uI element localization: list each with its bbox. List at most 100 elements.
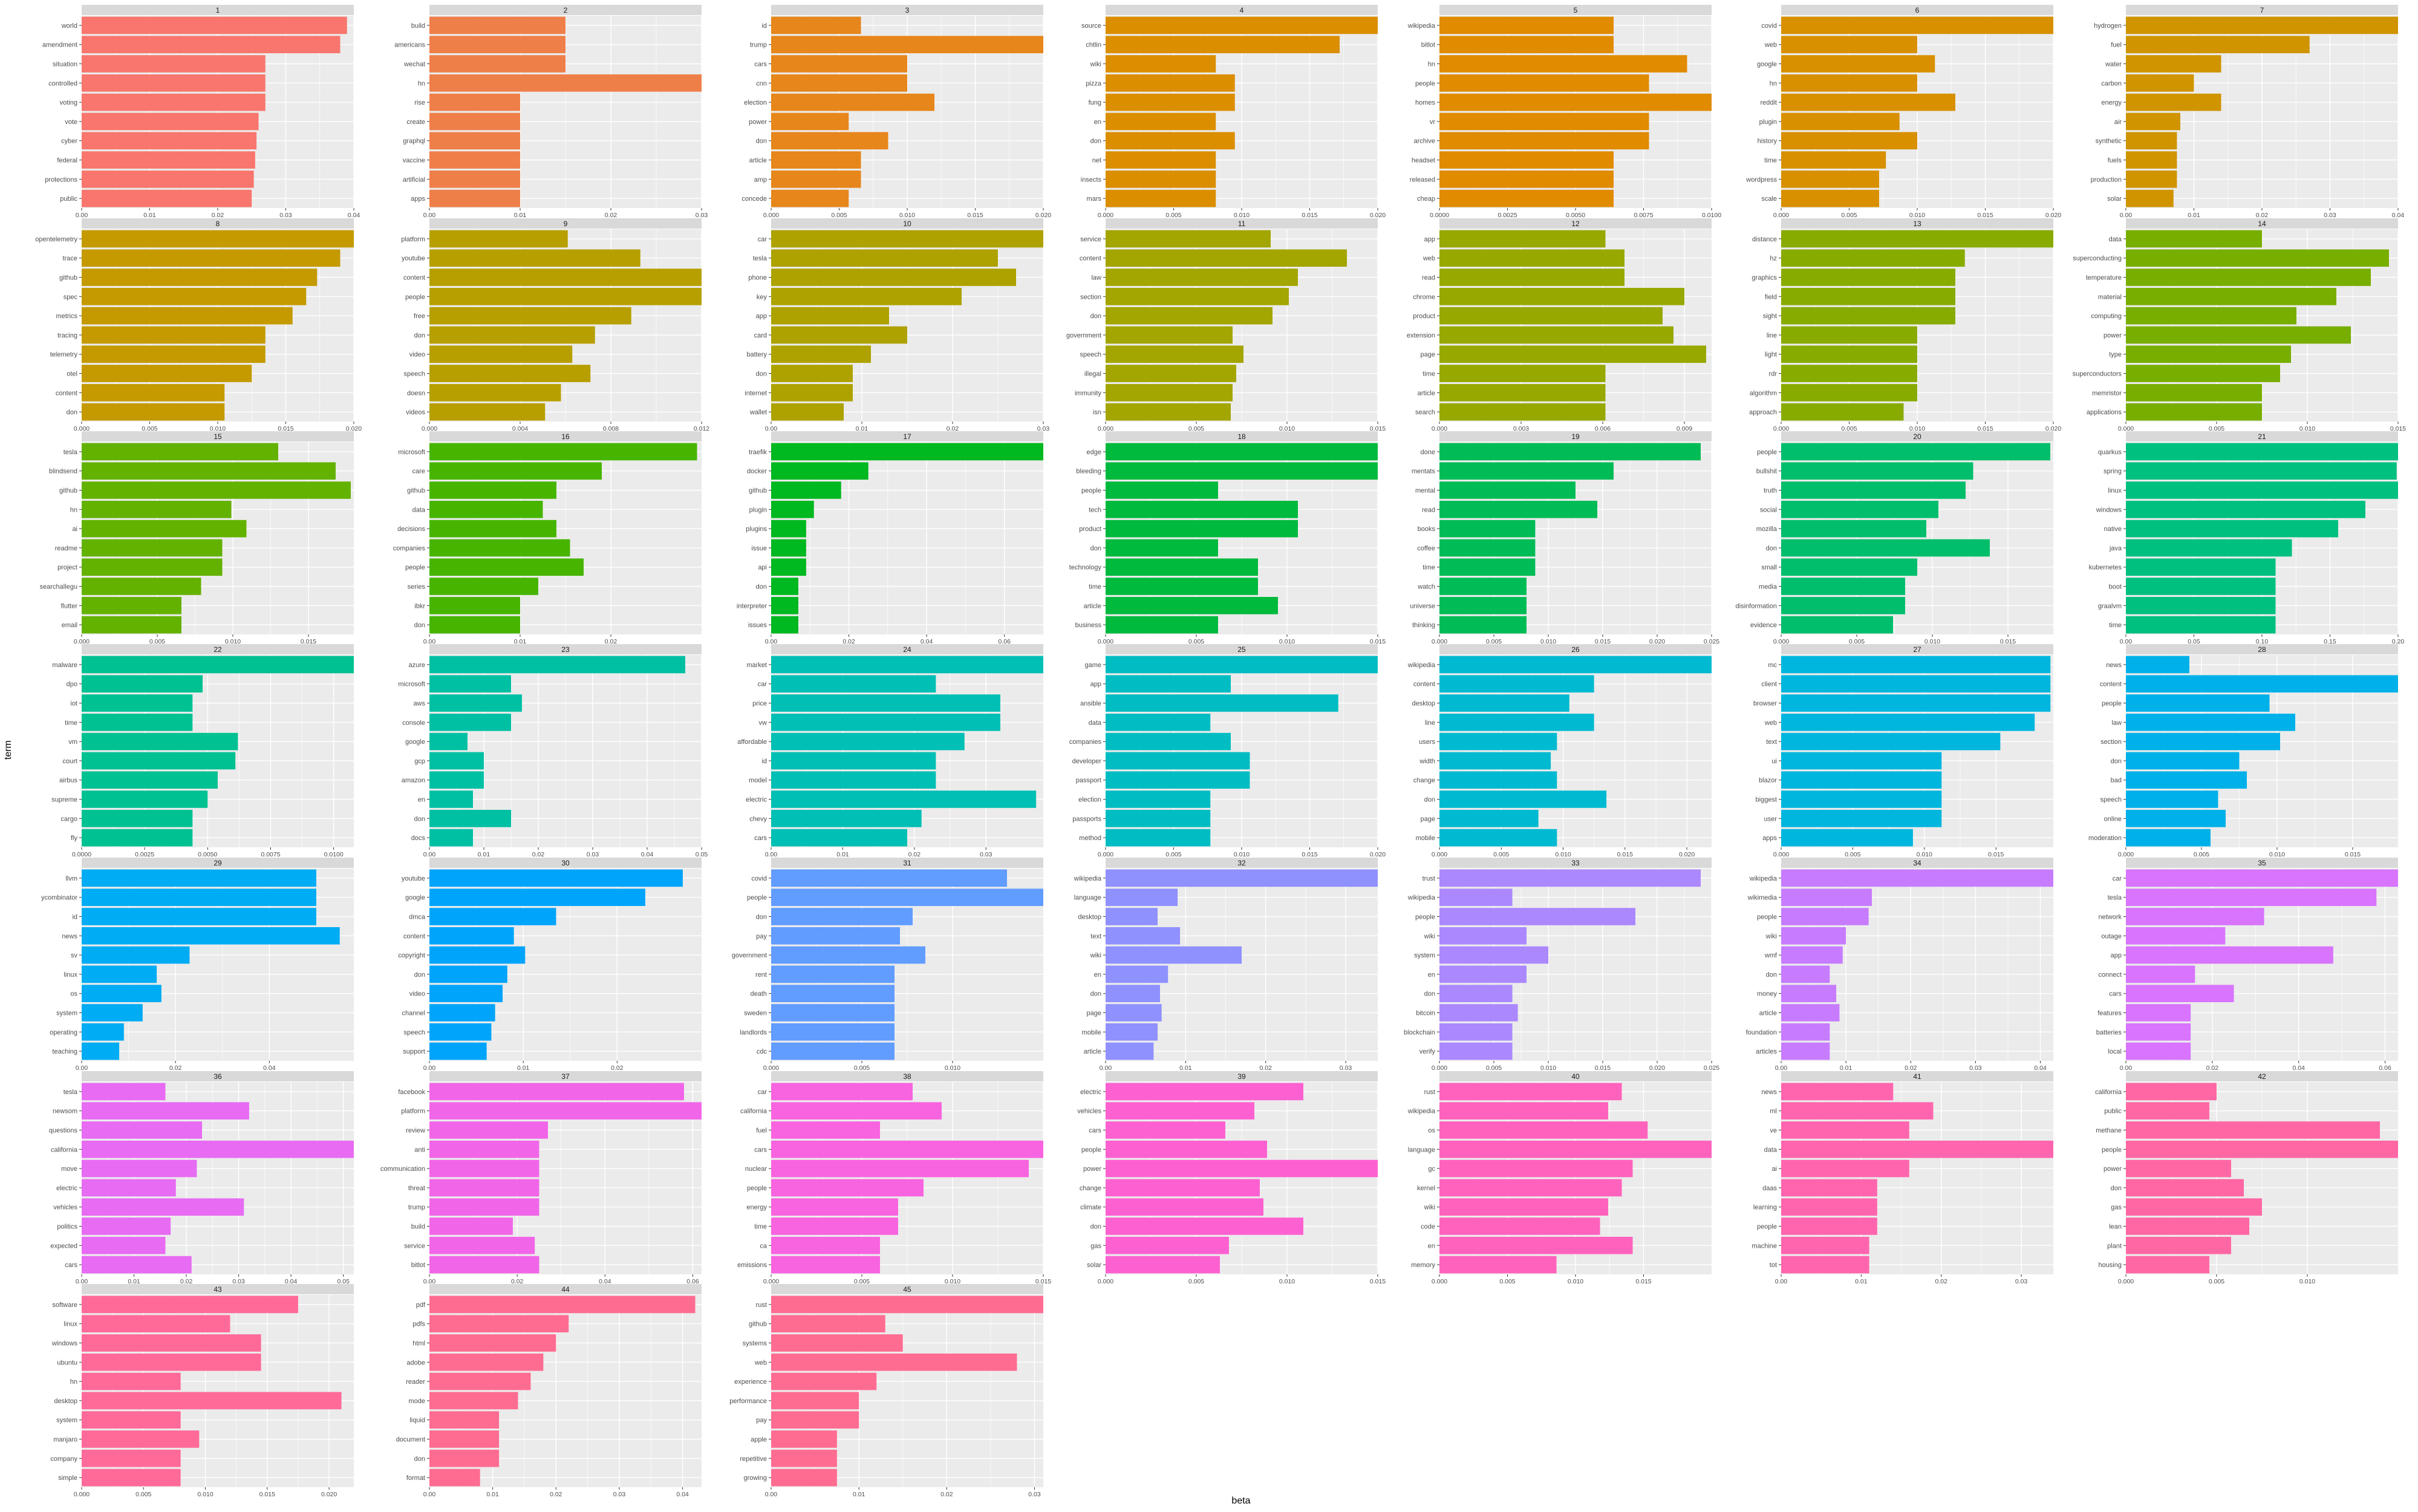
x-tick-label: 0.010	[1909, 425, 1925, 432]
term-label: mc	[1768, 662, 1777, 669]
bar-method	[1106, 829, 1211, 847]
x-tick-label: 0.015	[1635, 1278, 1651, 1285]
bar-github	[771, 1315, 885, 1333]
x-tick-label: 0.00	[765, 851, 778, 858]
term-label: content	[403, 933, 425, 940]
bar-ycombinator	[82, 888, 316, 907]
term-label: en	[1428, 971, 1435, 979]
bar-chrome	[1439, 287, 1684, 305]
facet-strip	[1439, 1071, 1712, 1081]
term-label: electric	[1080, 1089, 1101, 1096]
bar-docs	[429, 829, 473, 847]
term-label: vw	[759, 719, 767, 726]
x-tick-label: 0.015	[1370, 1278, 1386, 1285]
term-label: people	[405, 293, 425, 301]
facet-panel-40: 40 rust wikipedia os language gc kernel wiki cod…	[1407, 1071, 1712, 1285]
facet-strip	[771, 644, 1043, 654]
bar-move	[82, 1159, 197, 1178]
term-label: content	[1080, 255, 1101, 262]
term-label: gcp	[414, 758, 425, 765]
bar-hn	[82, 500, 232, 518]
x-tick-label: 0.000	[74, 1491, 90, 1498]
term-label: computing	[2091, 313, 2122, 320]
facet-strip	[1781, 1071, 2053, 1081]
bar-pizza	[1106, 74, 1235, 92]
term-label: california	[2095, 1089, 2122, 1096]
term-label: service	[404, 1242, 425, 1250]
bar-gas	[1106, 1236, 1229, 1254]
bar-watch	[1439, 578, 1527, 595]
term-label: superconductors	[2073, 371, 2122, 378]
bar-system	[1439, 946, 1548, 964]
x-tick-label: 0.00	[1775, 1064, 1788, 1072]
bar-wechat	[429, 55, 565, 73]
x-tick-label: 0.025	[1704, 638, 1719, 645]
facet-strip	[429, 431, 702, 442]
term-label: batteries	[2096, 1029, 2122, 1036]
bar-youtube	[429, 249, 640, 267]
x-tick-label: 0.000	[1098, 212, 1113, 219]
bar-microsoft	[429, 675, 511, 693]
facet-panel-24: 24 market car price vw affordable id model elect…	[737, 644, 1043, 858]
x-tick-label: 0.015	[1595, 638, 1611, 645]
bar-bad	[2126, 771, 2247, 789]
bar-energy	[2126, 93, 2221, 111]
term-label: vote	[65, 119, 77, 126]
x-tick-label: 0.01	[836, 851, 849, 858]
term-label: time	[65, 719, 77, 726]
term-label: google	[405, 738, 425, 746]
bar-interpreter	[771, 596, 798, 614]
facet-panel-3: 3 id trump cars cnn election power don article am…	[741, 5, 1051, 219]
term-label: azure	[408, 662, 425, 669]
bar-docker	[771, 462, 868, 480]
facet-strip	[1106, 5, 1378, 15]
bar-repetitive	[771, 1449, 837, 1467]
term-label: en	[1094, 971, 1101, 979]
x-tick-label: 0.000	[74, 425, 90, 432]
term-label: energy	[746, 1204, 767, 1211]
x-tick-label: 0.00	[423, 638, 436, 645]
term-label: politics	[57, 1224, 77, 1231]
term-label: don	[756, 138, 767, 145]
x-tick-label: 0.0075	[261, 851, 280, 858]
facet-strip	[1106, 218, 1378, 229]
facet-strip-label: 9	[564, 220, 568, 228]
term-label: local	[2108, 1048, 2122, 1055]
bar-wordpress	[1781, 170, 1879, 188]
bar-metrics	[82, 307, 293, 325]
bar-github	[429, 481, 556, 499]
bar-performance	[771, 1392, 859, 1410]
bar-simple	[82, 1468, 181, 1487]
term-label: line	[1767, 332, 1777, 339]
term-label: bullshit	[1756, 468, 1777, 475]
term-label: protections	[45, 176, 77, 183]
term-label: pay	[756, 1417, 767, 1424]
term-label: wordpress	[1745, 176, 1777, 183]
bar-flutter	[82, 596, 181, 614]
term-label: situation	[53, 61, 77, 68]
term-label: people	[1757, 449, 1777, 456]
term-label: text	[1090, 933, 1101, 940]
term-label: read	[1422, 275, 1435, 282]
bar-series	[429, 578, 538, 595]
term-label: data	[1089, 719, 1102, 726]
x-tick-label: 0.005	[149, 638, 165, 645]
term-label: service	[1080, 236, 1101, 243]
term-label: connect	[2098, 971, 2122, 979]
term-label: ibkr	[414, 602, 425, 610]
bar-passport	[1106, 771, 1250, 789]
bar-carbon	[2126, 74, 2194, 92]
x-tick-label: 0.00	[1100, 1064, 1112, 1072]
term-label: video	[409, 991, 425, 998]
x-tick-label: 0.015	[2345, 851, 2361, 858]
bar-section	[1106, 287, 1289, 305]
term-label: housing	[2098, 1262, 2122, 1269]
facet-strip	[82, 858, 354, 868]
term-label: liquid	[409, 1417, 425, 1424]
term-label: gas	[1090, 1242, 1101, 1250]
bar-ml	[1781, 1102, 1934, 1120]
facet-panel-45: 45 rust github systems web experience performa…	[729, 1284, 1043, 1498]
x-tick-label: 0.010	[210, 425, 226, 432]
term-label: article	[749, 157, 767, 165]
bar-net	[1106, 151, 1216, 169]
